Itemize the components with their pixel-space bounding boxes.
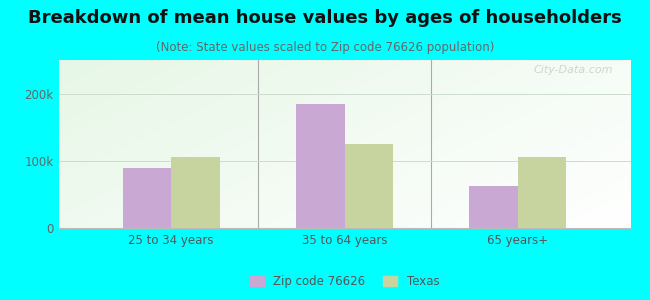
Text: Breakdown of mean house values by ages of householders: Breakdown of mean house values by ages o… [28, 9, 622, 27]
Text: (Note: State values scaled to Zip code 76626 population): (Note: State values scaled to Zip code 7… [156, 40, 494, 53]
Bar [171, 158, 220, 228]
Legend: Zip code 76626, Texas: Zip code 76626, Texas [245, 270, 444, 293]
Text: City-Data.com: City-Data.com [534, 65, 614, 75]
Bar [296, 104, 344, 228]
Bar [518, 158, 566, 228]
Bar [123, 167, 171, 228]
Bar [344, 144, 393, 228]
Bar [469, 186, 518, 228]
